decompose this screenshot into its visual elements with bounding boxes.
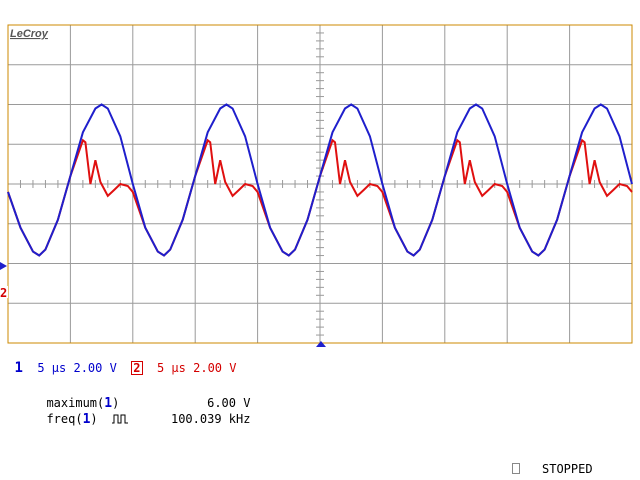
measurement-label: freq( xyxy=(46,412,83,426)
ch1-ground-marker[interactable] xyxy=(0,262,7,270)
brand-logo: LeCroy xyxy=(10,28,49,40)
measurement-maximum[interactable]: maximum(1) 6.00 V xyxy=(32,382,250,411)
trace-markers: 2 xyxy=(0,262,326,347)
pulse-icon xyxy=(112,414,129,424)
measurement-frequency[interactable]: freq(1) 100.039 kHz xyxy=(32,398,250,427)
ch2-ground-label: 2 xyxy=(0,286,7,300)
measurement-channel: 1 xyxy=(104,396,113,411)
trace-ch1 xyxy=(7,103,633,257)
channel-settings-bar: 1 5 μs 2.00 V 2 5 μs 2.00 V xyxy=(0,346,236,376)
trigger-position-marker[interactable] xyxy=(316,341,326,347)
oscilloscope-display: LeCroy 2 xyxy=(0,24,633,347)
ch1-volts[interactable]: 2.00 V xyxy=(73,361,117,375)
ch1-number[interactable]: 1 xyxy=(14,360,23,376)
ch2-timebase[interactable]: 5 μs xyxy=(156,361,186,375)
measurement-value: 6.00 V xyxy=(207,396,251,410)
acquisition-status[interactable]: STOPPED xyxy=(512,462,593,476)
graticule xyxy=(7,24,633,344)
measurement-value: 100.039 kHz xyxy=(170,412,251,426)
measurement-suffix: ) xyxy=(112,396,120,410)
ch2-ground-marker[interactable] xyxy=(0,286,8,298)
measurement-label: maximum( xyxy=(46,396,105,410)
ch2-number[interactable]: 2 xyxy=(131,361,143,375)
status-text: STOPPED xyxy=(542,462,593,476)
measurement-channel: 1 xyxy=(82,412,91,427)
ch2-volts[interactable]: 2.00 V xyxy=(193,361,237,375)
status-indicator-icon xyxy=(512,463,520,474)
ch1-timebase[interactable]: 5 μs xyxy=(37,361,67,375)
measurement-suffix: ) xyxy=(90,412,98,426)
